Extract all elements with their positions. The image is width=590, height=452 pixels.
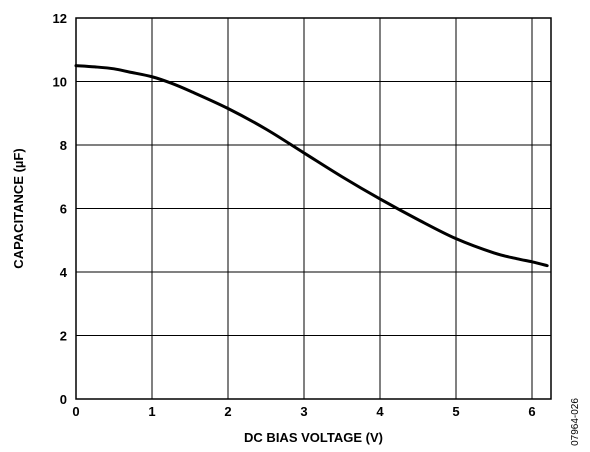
y-tick-label: 6 (60, 202, 67, 217)
x-tick-label: 0 (72, 404, 79, 419)
y-tick-label: 0 (60, 392, 67, 407)
x-tick-label: 2 (224, 404, 231, 419)
x-axis-title: DC BIAS VOLTAGE (V) (244, 430, 383, 445)
x-tick-label: 3 (300, 404, 307, 419)
y-axis-title: CAPACITANCE (µF) (11, 148, 26, 268)
plot-area-frame (75, 17, 552, 400)
series-group (74, 64, 549, 268)
x-tick-label: 4 (376, 404, 384, 419)
y-tick-label: 8 (60, 138, 67, 153)
figure-code: 07964-026 (570, 398, 581, 446)
grid-lines (76, 18, 551, 399)
y-tick-label: 12 (53, 11, 67, 26)
capacitance-curve (74, 64, 549, 268)
y-tick-label: 2 (60, 329, 67, 344)
x-tick-label: 6 (528, 404, 535, 419)
y-tick-label: 10 (53, 75, 67, 90)
y-tick-label: 4 (60, 265, 68, 280)
x-tick-label: 1 (148, 404, 155, 419)
x-tick-label: 5 (452, 404, 459, 419)
